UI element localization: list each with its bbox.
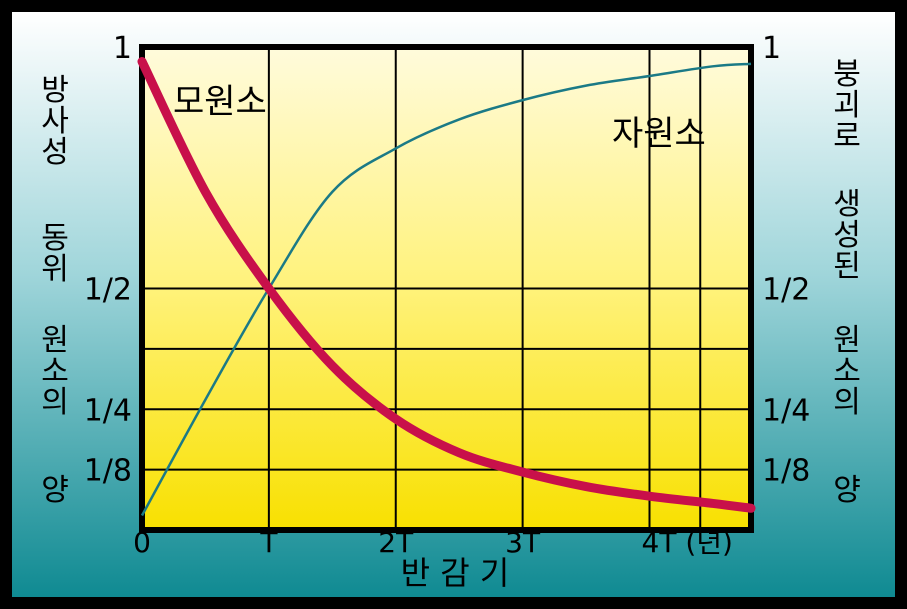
plot-border [139,44,754,533]
x-tick-3: 3T [505,526,541,559]
y-tick-labels-right: 1 1/2 1/4 1/8 [762,31,810,489]
y-tick-left-3: 1/8 [84,454,132,489]
x-tick-1: T [259,526,278,559]
series-line-daughter [140,62,752,517]
right-axis-label: 붕 괴 로생 성 된원 소 의양 [833,57,861,508]
x-axis-label: 반 감 기 [401,554,510,592]
y-tick-right-3: 1/8 [762,454,810,489]
y-tick-right-1: 1/2 [762,273,810,308]
left-axis-label-word-3: 양 [41,473,69,508]
x-tick-0: 0 [133,526,151,559]
series-label-daughter: 자원소 [612,114,706,154]
x-tick-4: 4T (년) [642,526,733,559]
y-tick-left-1: 1/2 [84,273,132,308]
x-tick-labels: 0 T 2T 3T 4T (년) [133,526,733,559]
y-tick-right-0: 1 [762,31,781,66]
y-tick-left-0: 1 [113,31,132,66]
y-tick-right-2: 1/4 [762,393,810,428]
grid-lines [142,46,751,530]
right-axis-label-word-3: 양 [833,473,861,508]
left-axis-label: 방 사 성동 위원 소 의양 [41,73,69,508]
x-tick-2: 2T [378,526,414,559]
y-tick-labels-left: 1 1/2 1/4 1/8 [84,31,132,489]
y-tick-left-2: 1/4 [84,393,132,428]
series-label-parent: 모원소 [173,82,267,122]
series-line-parent [137,56,756,513]
